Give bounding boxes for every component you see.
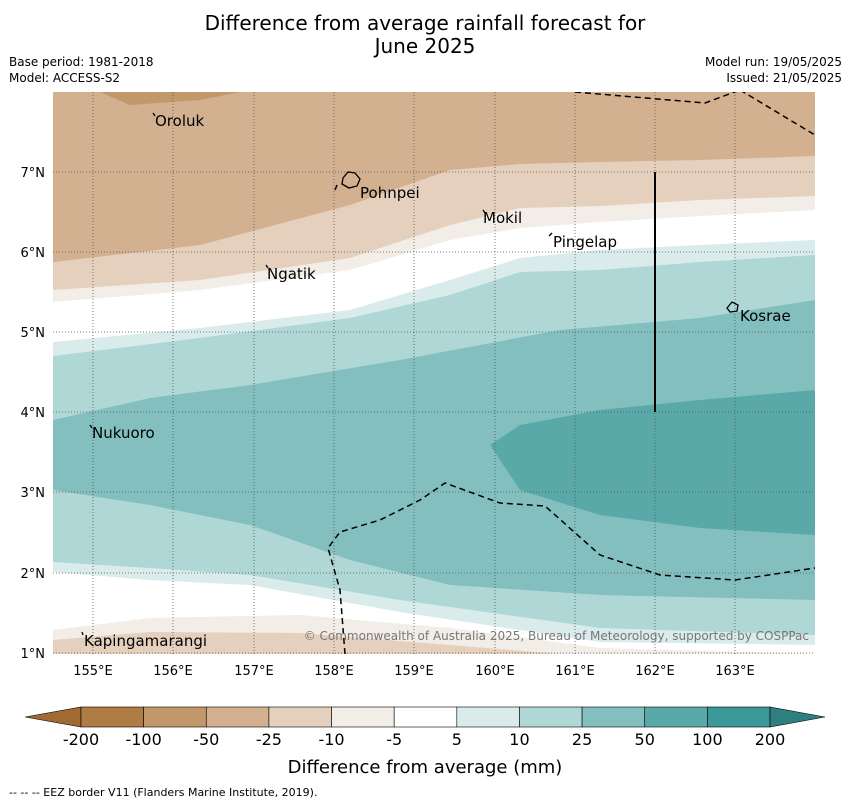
colorbar: -200 -100 -50 -25 -10 -5 5 10 25 50 100 200 [24, 706, 826, 749]
eez-borders [327, 92, 815, 654]
place-oroluk: Oroluk [155, 112, 204, 130]
colorbar-segment [268, 706, 332, 728]
title-line-1: Difference from average rainfall forecas… [204, 11, 646, 35]
copyright-text: © Commonwealth of Australia 2025, Bureau… [304, 629, 809, 643]
colorbar-segment [205, 706, 270, 728]
meta-left: Base period: 1981-2018 Model: ACCESS-S2 [9, 54, 154, 86]
pohnpei-outline [341, 171, 361, 189]
band-minus-100 [100, 92, 240, 105]
lat-label-2: 2°N [21, 567, 46, 582]
colorbar-tick-label: 25 [572, 730, 592, 749]
lat-label-4: 4°N [21, 406, 46, 421]
lon-label-160: 160°E [475, 664, 515, 679]
place-pohnpei: Pohnpei [360, 184, 420, 202]
place-kapingamarangi: Kapingamarangi [84, 632, 207, 650]
base-period-text: Base period: 1981-2018 [9, 55, 154, 69]
place-mokil: Mokil [483, 209, 522, 227]
colorbar-segment [331, 706, 395, 728]
colorbar-segment [644, 706, 708, 728]
colorbar-tick-label: -100 [125, 730, 161, 749]
footer-note: -- -- -- EEZ border V11 (Flanders Marine… [9, 786, 318, 799]
colorbar-tick-label: -200 [63, 730, 99, 749]
band-minus-50 [53, 92, 815, 262]
colorbar-arrow-high [769, 706, 826, 728]
colorbar-tick-label: 5 [452, 730, 462, 749]
map-gridlines [53, 92, 815, 654]
lat-label-5: 5°N [21, 326, 46, 341]
model-text: Model: ACCESS-S2 [9, 71, 121, 85]
colorbar-segment [143, 706, 207, 728]
lat-label-1: 1°N [21, 647, 46, 662]
place-ngatik: Ngatik [267, 265, 316, 283]
colorbar-segment [581, 706, 646, 728]
colorbar-tick-label: 50 [635, 730, 655, 749]
lon-label-161: 161°E [555, 664, 595, 679]
place-pingelap: Pingelap [553, 233, 617, 251]
colorbar-tick-label: -50 [193, 730, 219, 749]
title-line-2: June 2025 [374, 34, 476, 58]
lon-label-156: 156°E [153, 664, 193, 679]
rainfall-contours [53, 92, 815, 654]
colorbar-segment [707, 706, 771, 728]
place-kosrae: Kosrae [740, 307, 791, 325]
lon-label-157: 157°E [234, 664, 274, 679]
colorbar-tick-label: 10 [509, 730, 529, 749]
map-title: Difference from average rainfall forecas… [0, 12, 850, 58]
lon-label-159: 159°E [394, 664, 434, 679]
lon-label-155: 155°E [73, 664, 113, 679]
lat-label-3: 3°N [21, 486, 46, 501]
colorbar-tick-label: -25 [256, 730, 282, 749]
island-outlines [81, 112, 739, 636]
meta-right: Model run: 19/05/2025 Issued: 21/05/2025 [705, 54, 842, 86]
colorbar-segment [393, 706, 458, 728]
colorbar-tick-label: -10 [318, 730, 344, 749]
lon-label-158: 158°E [314, 664, 354, 679]
colorbar-segment [80, 706, 144, 728]
place-labels: Oroluk Pohnpei Mokil Pingelap Ngatik Kos… [84, 112, 791, 650]
kosrae-outline [726, 301, 739, 313]
latitude-labels: 1°N 2°N 3°N 4°N 5°N 6°N 7°N [21, 166, 46, 662]
colorbar-tick-label: -5 [386, 730, 402, 749]
band-south-minus-25 [53, 632, 560, 654]
lon-label-163: 163°E [715, 664, 755, 679]
colorbar-tick-label: 100 [692, 730, 723, 749]
place-nukuoro: Nukuoro [92, 424, 155, 442]
model-run-text: Model run: 19/05/2025 [704, 55, 842, 69]
lat-label-6: 6°N [21, 246, 46, 261]
lat-label-7: 7°N [21, 166, 46, 181]
colorbar-label: Difference from average (mm) [288, 757, 563, 778]
lon-label-162: 162°E [635, 664, 675, 679]
colorbar-arrow-low [24, 706, 82, 728]
colorbar-segment [456, 706, 520, 728]
longitude-labels: 155°E 156°E 157°E 158°E 159°E 160°E 161°… [73, 664, 755, 679]
colorbar-segment [519, 706, 583, 728]
colorbar-tick-label: 200 [755, 730, 786, 749]
issued-text: Issued: 21/05/2025 [726, 71, 842, 85]
